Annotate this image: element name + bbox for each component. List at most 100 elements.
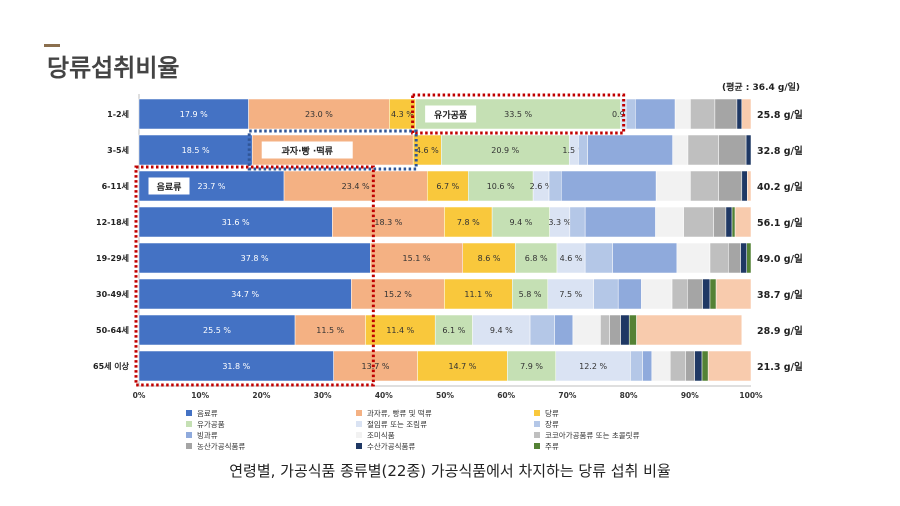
average-note: (평균 : 36.4 g/일) (722, 83, 801, 93)
data-label: 6.1 % (442, 326, 465, 335)
bar-segment-음료류 (138, 278, 352, 310)
stacked-bar-chart: 1-2세 17.9 % 23.0 % 4.3 % 33.5 % 0.9 % 25.8 g/일… (93, 93, 803, 400)
legend-item: 과자류, 빵류 및 떡류 (356, 408, 534, 418)
callout-label: 유가공품 (434, 109, 467, 121)
bar-segment-절임류-또는-조림류 (556, 242, 586, 274)
bar-segment-빙과류 (584, 206, 656, 238)
legend-swatch (534, 443, 540, 449)
legend-item: 장류 (534, 419, 734, 429)
legend-label: 당류 (545, 408, 559, 418)
bar-segment-조미식품 (641, 278, 673, 310)
callout-label: 과자·빵 ·떡류 (282, 145, 333, 157)
x-tick-label: 0% (133, 391, 146, 400)
data-label: 23.7 % (198, 182, 226, 191)
data-label: 7.9 % (520, 362, 543, 371)
data-label: 6.7 % (436, 182, 459, 191)
bar-segment-기타 (636, 314, 743, 346)
data-label: 9.4 % (509, 218, 532, 227)
data-label: 4.6 % (560, 254, 583, 263)
bar-segment-유가공품 (441, 134, 570, 166)
bar-segment-당류 (462, 242, 516, 274)
data-label: 11.5 % (316, 326, 344, 335)
legend-label: 조미식품 (367, 430, 395, 440)
legend-label: 농산가공식품류 (197, 441, 246, 451)
legend-item: 음료류 (186, 408, 356, 418)
bar-segment-빙과류 (612, 242, 678, 274)
bar-segment-수산가공식품류 (740, 242, 747, 274)
data-label: 9.4 % (490, 326, 513, 335)
bar-segment-과자류-빵류-및-떡류 (294, 314, 366, 346)
bar-segment-장류 (593, 278, 619, 310)
bar-segment-농산가공식품류 (718, 134, 747, 166)
legend-swatch (356, 421, 362, 427)
bar-segment-유가공품 (434, 314, 473, 346)
category-label: 30-49세 (96, 289, 129, 299)
data-label: 11.4 % (386, 326, 414, 335)
legend-item: 빙과류 (186, 430, 356, 440)
x-tick-label: 50% (436, 391, 454, 400)
bar-segment-코코아가공품류-또는-초콜릿류 (690, 170, 719, 202)
legend-swatch (186, 410, 192, 416)
bar-segment-주류 (746, 242, 752, 274)
data-label: 5.8 % (519, 290, 542, 299)
bar-segment-조미식품 (676, 242, 711, 274)
bar-segment-코코아가공품류-또는-초콜릿류 (687, 134, 719, 166)
data-label: 17.9 % (180, 110, 208, 119)
bar-segment-농산가공식품류 (714, 98, 738, 130)
bar-segment-농산가공식품류 (687, 278, 703, 310)
title-accent-bar (44, 44, 60, 47)
bar-segment-유가공품 (415, 98, 621, 130)
data-label: 23.0 % (305, 110, 333, 119)
x-tick-label: 80% (620, 391, 638, 400)
bar-segment-당류 (412, 134, 442, 166)
bar-segment-과자류-빵류-및-떡류 (283, 170, 428, 202)
bar-segment-유가공품 (491, 206, 550, 238)
callout-label: 음료류 (157, 182, 182, 193)
category-label: 6-11세 (102, 181, 129, 191)
bar-segment-장류 (625, 98, 636, 130)
legend-item: 조미식품 (356, 430, 534, 440)
bar-segment-수산가공식품류 (741, 170, 748, 202)
bar-segment-기타 (707, 350, 752, 382)
data-label: 1.5 % (562, 146, 585, 155)
row-total-label: 28.9 g/일 (757, 325, 803, 337)
row-total-label: 32.8 g/일 (757, 145, 803, 157)
data-label: 15.2 % (384, 290, 412, 299)
x-tick-label: 90% (681, 391, 699, 400)
bar-segment-절임류-또는-조림류 (555, 350, 631, 382)
figure-caption: 연령별, 가공식품 종류별(22종) 가공식품에서 차지하는 당류 섭취 비율 (229, 462, 671, 480)
bar-segment-수산가공식품류 (694, 350, 703, 382)
data-label: 33.5 % (504, 110, 532, 119)
bar-segment-음료류 (138, 206, 333, 238)
bar-segment-수산가공식품류 (736, 98, 743, 130)
bar-segment-기타 (734, 206, 752, 238)
bar-segment-주류 (701, 350, 709, 382)
legend-item: 수산가공식품류 (356, 441, 534, 451)
bar-segment-당류 (427, 170, 469, 202)
data-label: 13.7 % (362, 362, 390, 371)
bar-segment-음료류 (138, 134, 253, 166)
bar-segment-기타 (741, 98, 752, 130)
row-total-label: 49.0 g/일 (757, 253, 803, 265)
row-total-label: 21.3 g/일 (757, 361, 803, 373)
data-label: 25.5 % (203, 326, 231, 335)
bar-segment-코코아가공품류-또는-초콜릿류 (671, 278, 688, 310)
x-tick-label: 20% (252, 391, 270, 400)
bar-segment-농산가공식품류 (609, 314, 621, 346)
bar-segment-빙과류 (554, 314, 574, 346)
data-label: 18.5 % (182, 146, 210, 155)
bar-segment-장류 (529, 314, 555, 346)
callout-box (148, 177, 190, 195)
legend-item: 절임류 또는 조림류 (356, 419, 534, 429)
slide-title: 당류섭취비율 (47, 54, 180, 82)
bar-segment-유가공품 (507, 350, 557, 382)
bar-segment-농산가공식품류 (713, 206, 727, 238)
bar-segment-주류 (628, 314, 637, 346)
bar-segment-코코아가공품류-또는-초콜릿류 (683, 206, 714, 238)
legend-label: 장류 (545, 419, 559, 429)
legend-label: 음료류 (197, 408, 218, 418)
data-label: 2.6 % (530, 182, 553, 191)
bar-segment-음료류 (138, 98, 249, 130)
bar-segment-빙과류 (642, 350, 653, 382)
bar-segment-과자류-빵류-및-떡류 (332, 206, 445, 238)
